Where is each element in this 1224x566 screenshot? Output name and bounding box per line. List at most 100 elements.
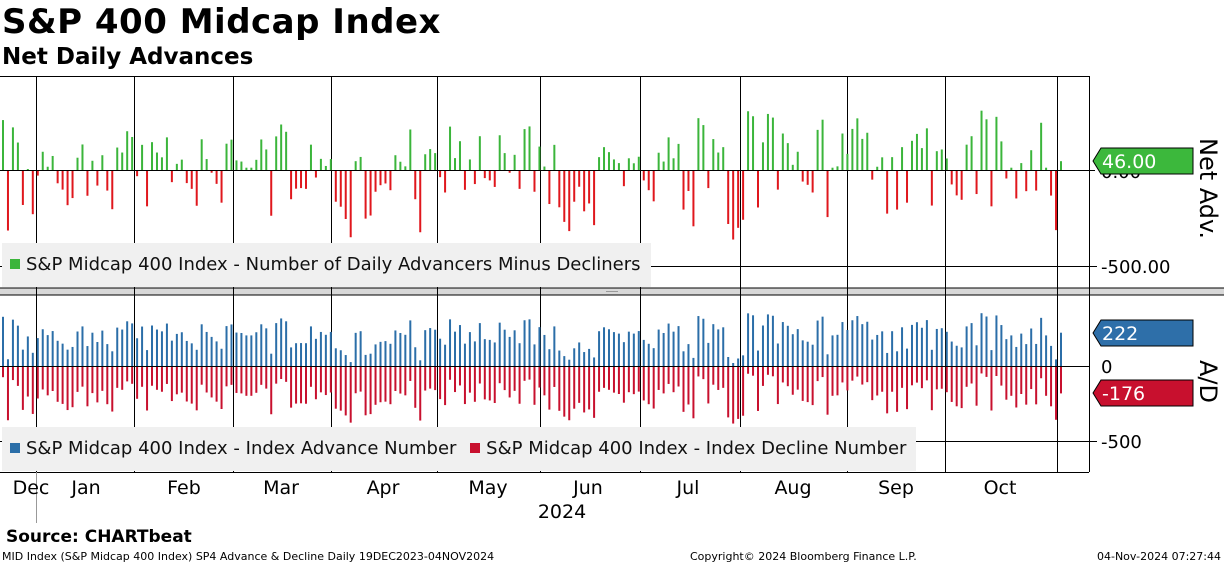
- decline-bar: [404, 367, 407, 396]
- decline-bar: [1035, 367, 1038, 405]
- decline-bar: [334, 367, 337, 409]
- advance-bar: [697, 316, 700, 366]
- net-advance-bar: [309, 144, 312, 170]
- net-advance-bar: [26, 169, 29, 170]
- advance-bar: [1000, 325, 1003, 366]
- decline-bar: [146, 367, 149, 411]
- net-advance-bar: [712, 139, 715, 170]
- decline-bar: [374, 367, 377, 405]
- net-advance-bar: [483, 171, 486, 179]
- advance-last-value-text: 222: [1102, 323, 1138, 345]
- decline-bar: [925, 367, 928, 381]
- advance-bar: [136, 338, 139, 366]
- advance-bar: [761, 325, 764, 366]
- advance-bar: [692, 357, 695, 366]
- net-adv-axis-title: Net Adv.: [1194, 138, 1222, 239]
- net-advance-bar: [1005, 171, 1008, 179]
- net-advance-bar: [146, 171, 149, 207]
- decline-bar: [96, 367, 99, 403]
- net-advance-bar: [364, 171, 367, 219]
- advance-bar: [523, 320, 526, 366]
- net-advance-bar: [697, 118, 700, 170]
- net-advance-bar: [588, 171, 591, 204]
- net-advance-bar: [190, 171, 193, 189]
- advance-bar: [175, 333, 178, 366]
- advance-bar: [424, 330, 427, 366]
- decline-bar: [672, 367, 675, 393]
- net-advance-bar: [876, 166, 879, 170]
- net-adv-last-value-text: 46.00: [1102, 151, 1156, 173]
- decline-bar: [31, 367, 34, 414]
- net-advance-bar: [786, 143, 789, 170]
- decline-bar: [36, 367, 39, 399]
- advance-bar: [319, 331, 322, 366]
- net-advance-bar: [290, 171, 293, 200]
- advance-bar: [876, 334, 879, 366]
- decline-bar: [151, 367, 154, 386]
- net-advance-bar: [185, 171, 188, 184]
- net-advance-bar: [165, 137, 168, 170]
- net-advance-bar: [334, 171, 337, 202]
- advance-bar: [458, 325, 461, 366]
- decline-bar: [463, 367, 466, 405]
- net-advance-bar: [409, 129, 412, 170]
- advance-bar: [409, 320, 412, 366]
- decline-bar: [970, 367, 973, 384]
- net-advance-bar: [280, 124, 283, 170]
- net-advance-bar: [260, 139, 263, 170]
- advance-bar: [617, 333, 620, 366]
- x-tick-label-sep: Sep: [878, 477, 914, 499]
- decline-bar: [503, 367, 506, 391]
- decline-bar: [950, 367, 953, 402]
- decline-bar: [752, 367, 755, 376]
- advance-bar: [915, 322, 918, 366]
- decline-bar: [11, 367, 14, 381]
- decline-bar: [657, 367, 660, 390]
- decline-bar: [915, 367, 918, 383]
- net-advance-bar: [980, 110, 983, 170]
- decline-bar: [1060, 367, 1062, 394]
- net-advance-bar: [682, 171, 685, 210]
- advance-bar: [170, 340, 173, 366]
- decline-bar: [886, 367, 889, 414]
- decline-bar: [126, 367, 129, 382]
- advance-bar: [230, 324, 233, 366]
- advance-bar: [389, 343, 392, 366]
- footer-security-info: MID Index (S&P Midcap 400 Index) SP4 Adv…: [2, 550, 495, 563]
- advance-bar: [454, 331, 457, 366]
- net-advance-bar: [622, 171, 625, 187]
- advance-bar: [632, 333, 635, 366]
- net-advance-bar: [603, 147, 606, 170]
- advance-bar: [588, 348, 591, 366]
- advance-bar: [165, 323, 168, 366]
- decline-bar: [702, 367, 705, 380]
- decline-bar: [250, 367, 253, 396]
- decline-bar: [210, 367, 213, 398]
- decline-bar: [424, 367, 427, 391]
- decline-bar: [21, 367, 24, 410]
- net-advance-bar: [553, 144, 556, 170]
- advance-bar: [245, 335, 248, 366]
- advance-bar: [101, 330, 104, 366]
- net-advance-bar: [598, 157, 601, 170]
- advance-bar: [210, 336, 213, 366]
- net-advance-bar: [831, 167, 834, 170]
- decline-bar: [429, 367, 432, 389]
- advance-bar: [672, 331, 675, 366]
- advance-bar: [543, 334, 546, 366]
- net-advance-bar: [498, 135, 501, 170]
- net-advance-bar: [344, 171, 347, 219]
- net-advance-bar: [319, 158, 322, 170]
- decline-bar: [478, 367, 481, 384]
- x-year-label: 2024: [538, 501, 586, 523]
- net-advance-bar: [508, 171, 511, 173]
- ad-zero-tick-label: 0: [1101, 357, 1112, 378]
- decline-bar: [712, 367, 715, 385]
- advance-bar: [96, 342, 99, 366]
- advance-decline-legend: S&P Midcap 400 Index - Index Advance Num…: [2, 427, 917, 471]
- decline-bar: [766, 367, 769, 375]
- net-advance-bar: [329, 159, 332, 170]
- advance-bar: [86, 346, 89, 366]
- net-advance-bar: [637, 156, 640, 170]
- net-advance-bar: [91, 160, 94, 170]
